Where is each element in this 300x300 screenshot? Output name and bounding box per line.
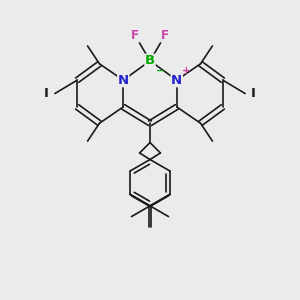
Text: N: N	[171, 74, 182, 87]
Text: F: F	[131, 29, 139, 42]
Text: I: I	[44, 87, 49, 100]
Text: N: N	[118, 74, 129, 87]
Text: +: +	[182, 66, 190, 76]
Text: −: −	[156, 66, 165, 76]
Text: B: B	[145, 54, 155, 67]
Text: F: F	[161, 29, 169, 42]
Text: I: I	[251, 87, 256, 100]
